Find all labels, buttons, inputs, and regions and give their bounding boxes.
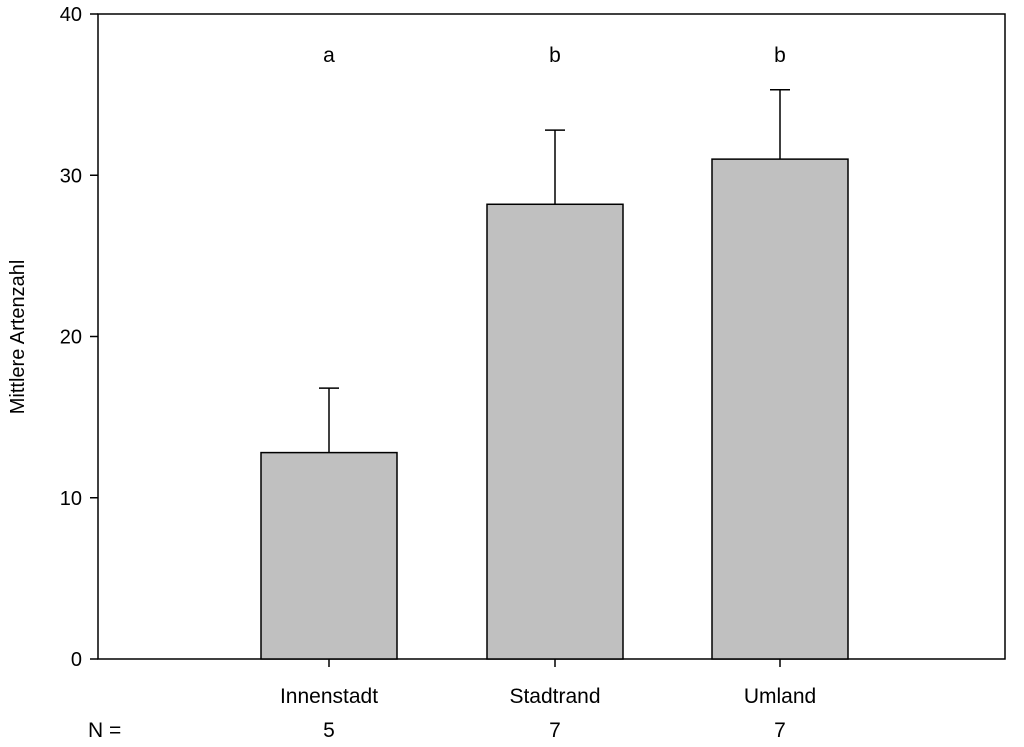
sample-size-value: 5 <box>323 719 335 742</box>
y-tick-label: 30 <box>60 165 82 187</box>
y-tick-label: 10 <box>60 488 82 510</box>
y-tick-label: 0 <box>71 649 82 671</box>
error-bars-layer <box>319 89 790 453</box>
y-tick-label: 40 <box>60 4 82 26</box>
significance-letter: b <box>774 44 786 67</box>
x-tick-label: Innenstadt <box>280 685 378 708</box>
x-tick-label: Stadtrand <box>509 685 600 708</box>
significance-letter: b <box>549 44 561 67</box>
x-tick-label: Umland <box>744 685 816 708</box>
sample-size-row: 5 7 7 N = <box>88 719 786 742</box>
sample-size-value: 7 <box>549 719 561 742</box>
bar-umland <box>711 158 849 660</box>
y-axis-title: Mittlere Artenzahl <box>7 260 29 415</box>
significance-letter: a <box>323 44 335 67</box>
bar-stadtrand <box>486 203 624 660</box>
y-tick-label: 20 <box>60 327 82 349</box>
bars-layer <box>260 158 849 660</box>
y-axis: 0 10 20 30 40 <box>60 4 98 671</box>
x-axis: Innenstadt Stadtrand Umland <box>280 659 816 708</box>
bar-innenstadt <box>260 451 398 660</box>
sample-size-value: 7 <box>774 719 786 742</box>
sample-size-label: N = <box>88 719 121 742</box>
